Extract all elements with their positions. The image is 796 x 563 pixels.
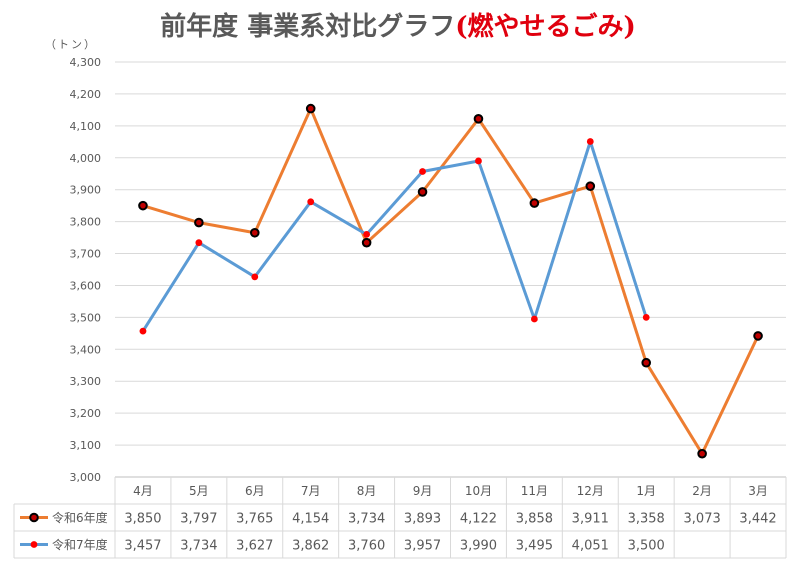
series-1-point xyxy=(361,237,372,248)
data-label: 3,893 xyxy=(404,512,441,527)
data-label: 3,442 xyxy=(739,512,776,527)
y-tick-label: 3,600 xyxy=(70,279,102,292)
data-label: 3,760 xyxy=(348,539,385,554)
y-tick-label: 4,000 xyxy=(70,152,102,165)
legend-label-2: 令和7年度 xyxy=(52,537,108,552)
data-label: 3,627 xyxy=(236,539,273,554)
data-label: 4,051 xyxy=(572,539,609,554)
y-tick-label: 3,500 xyxy=(70,311,102,324)
series-2-point xyxy=(419,168,426,175)
series-2-point xyxy=(586,138,594,145)
x-tick-label: 11月 xyxy=(521,484,548,498)
series-1-point xyxy=(194,217,204,228)
data-label: 3,457 xyxy=(124,539,161,554)
legend-marker-2 xyxy=(30,541,38,548)
data-label: 3,073 xyxy=(684,512,721,527)
data-label: 3,734 xyxy=(180,539,217,554)
x-tick-label: 9月 xyxy=(413,484,433,498)
y-tick-label: 3,300 xyxy=(70,375,102,388)
y-tick-label: 3,400 xyxy=(70,343,102,356)
series-1-point xyxy=(305,103,316,114)
series-2-point xyxy=(363,230,371,238)
data-label: 3,862 xyxy=(292,539,329,554)
y-tick-label: 3,200 xyxy=(70,407,102,420)
series-line-1 xyxy=(142,107,760,456)
series-1-point xyxy=(753,331,763,341)
x-tick-label: 4月 xyxy=(133,484,153,498)
series-1-point xyxy=(473,114,484,124)
series-1-point xyxy=(641,357,652,368)
data-label: 3,911 xyxy=(572,512,609,527)
series-1-point xyxy=(697,448,707,459)
y-axis-tick-labels: 3,000 3,100 3,200 3,300 3,400 3,500 3,600 3,700… xyxy=(70,56,102,484)
y-tick-label: 3,900 xyxy=(70,184,102,197)
x-tick-label: 7月 xyxy=(301,484,321,498)
y-axis-unit-label: （トン） xyxy=(45,38,97,51)
y-tick-label: 4,100 xyxy=(70,120,102,133)
y-tick-label: 3,800 xyxy=(70,216,102,229)
series-2-point xyxy=(139,327,147,335)
data-label: 3,990 xyxy=(460,539,497,554)
x-tick-label: 5月 xyxy=(189,484,209,498)
series-1-point xyxy=(529,198,540,208)
data-label: 3,765 xyxy=(236,512,273,527)
y-tick-label: 4,200 xyxy=(70,88,102,101)
chart-title-main: 前年度 事業系対比グラフ xyxy=(160,12,456,42)
series-1-point xyxy=(585,181,596,191)
series-1-point xyxy=(138,200,148,211)
series-2-point xyxy=(195,239,203,247)
chart-title-accent: (燃やせるごみ) xyxy=(455,12,636,42)
x-tick-label: 8月 xyxy=(357,484,377,498)
y-tick-label: 3,100 xyxy=(70,439,102,452)
y-tick-label: 3,000 xyxy=(70,471,102,484)
x-tick-label: 1月 xyxy=(636,484,656,498)
legend-label-1: 令和6年度 xyxy=(52,510,108,525)
series-2-point xyxy=(475,157,482,165)
series-2-point xyxy=(307,198,315,206)
data-label: 3,495 xyxy=(516,539,553,554)
series-2-point xyxy=(251,273,259,281)
series-2-point xyxy=(530,315,538,323)
data-label: 3,858 xyxy=(516,512,553,527)
data-label: 4,122 xyxy=(460,512,497,527)
x-tick-label: 10月 xyxy=(465,484,492,498)
data-label: 3,734 xyxy=(348,512,385,527)
data-label: 3,957 xyxy=(404,539,441,554)
data-label: 3,797 xyxy=(180,512,217,527)
data-label: 3,500 xyxy=(628,539,665,554)
x-tick-label: 2月 xyxy=(692,484,712,498)
chart-title: 前年度 事業系対比グラフ(燃やせるごみ) xyxy=(0,6,796,43)
y-tick-label: 4,300 xyxy=(70,56,102,69)
x-tick-label: 3月 xyxy=(748,484,768,498)
data-label: 3,358 xyxy=(628,512,665,527)
x-tick-label: 12月 xyxy=(577,484,604,498)
data-label: 3,850 xyxy=(124,512,161,527)
series-1-point xyxy=(249,227,260,238)
data-label: 4,154 xyxy=(292,512,329,527)
legend-marker-1 xyxy=(29,512,39,523)
series-lines xyxy=(138,103,763,459)
y-tick-label: 3,700 xyxy=(70,248,102,261)
series-2-point xyxy=(642,313,650,321)
x-tick-label: 6月 xyxy=(245,484,265,498)
gridlines xyxy=(115,61,786,446)
series-1-point xyxy=(417,187,428,197)
series-line-2 xyxy=(141,140,648,332)
